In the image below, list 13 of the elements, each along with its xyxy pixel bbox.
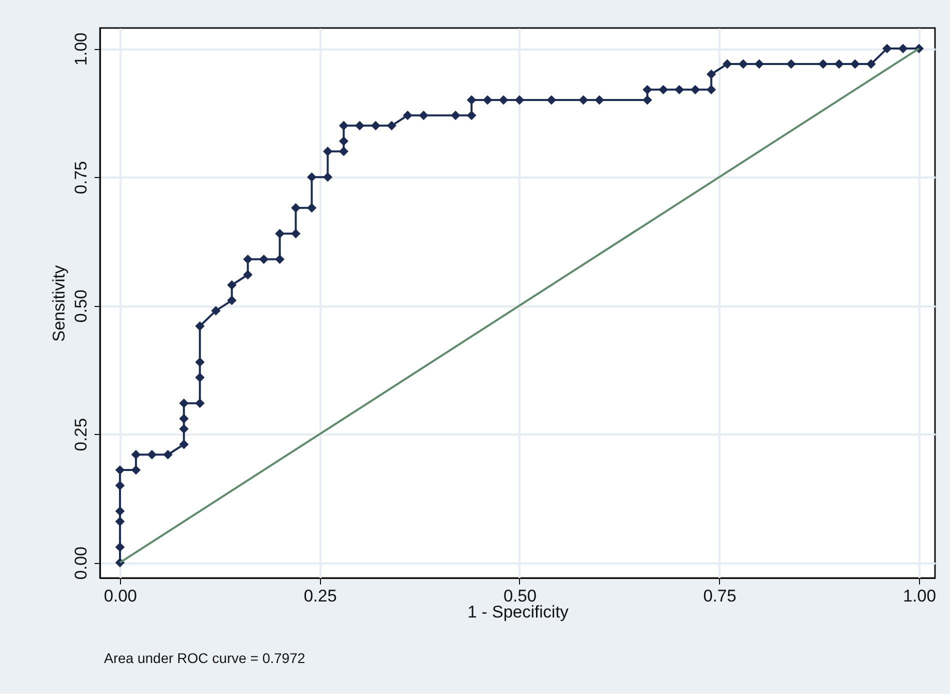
- x-axis-title: 1 - Specificity: [467, 602, 570, 622]
- y-tick-label: 0.25: [72, 418, 90, 452]
- y-axis-title: Sensitivity: [50, 264, 68, 342]
- y-tick-label: 0.75: [72, 161, 90, 194]
- y-tick-label: 1.00: [72, 32, 90, 66]
- x-tick-label: 1.00: [902, 586, 936, 606]
- x-tick-label: 0.25: [304, 586, 337, 606]
- y-tick-label: 0.00: [72, 546, 90, 580]
- x-tick-label: 0.75: [703, 586, 736, 606]
- x-tick-label: 0.50: [503, 586, 537, 606]
- y-tick-label: 0.50: [72, 290, 90, 323]
- x-tick-label: 0.00: [104, 586, 138, 606]
- text: Area under ROC curve = 0.7972: [104, 650, 306, 666]
